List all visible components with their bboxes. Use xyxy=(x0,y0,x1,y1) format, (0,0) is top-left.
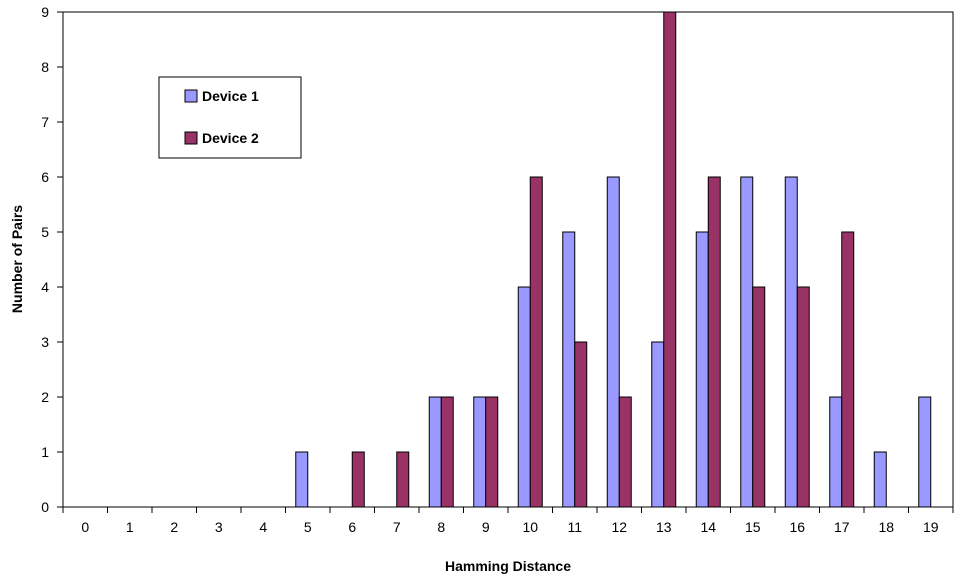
bar-series1-19 xyxy=(918,396,932,508)
x-tick-label: 16 xyxy=(789,519,805,535)
bar-series2-9 xyxy=(485,396,499,508)
x-tick-label: 17 xyxy=(834,519,850,535)
bar-series2-6 xyxy=(351,451,365,508)
x-tick-label: 7 xyxy=(393,519,401,535)
x-tick-label: 19 xyxy=(923,519,939,535)
bar-series1-15 xyxy=(740,176,754,508)
bar-series2-10 xyxy=(529,176,543,508)
bar-series2-12 xyxy=(618,396,632,508)
y-tick-label: 7 xyxy=(41,114,49,130)
bar-series2-11 xyxy=(574,341,588,508)
bar-series1-9 xyxy=(473,396,487,508)
bar-series1-16 xyxy=(784,176,798,508)
y-axis: 0 1 2 3 4 5 6 7 8 9 xyxy=(41,4,63,515)
x-tick-label: 9 xyxy=(482,519,490,535)
legend-entry: Device 1 xyxy=(202,88,259,104)
bar-series1-13 xyxy=(651,341,665,508)
bar-series1-14 xyxy=(695,231,709,508)
x-tick-label: 13 xyxy=(656,519,672,535)
x-tick-label: 15 xyxy=(745,519,761,535)
legend-box xyxy=(158,76,302,159)
x-tick-label: 11 xyxy=(567,519,582,535)
x-tick-label: 10 xyxy=(522,519,538,535)
y-tick-label: 6 xyxy=(41,169,49,185)
x-tick-label: 5 xyxy=(304,519,312,535)
bar-series2-7 xyxy=(396,451,410,508)
series-1 xyxy=(295,176,932,508)
x-tick-label: 4 xyxy=(259,519,267,535)
x-tick-label: 6 xyxy=(348,519,356,535)
bar-series2-14 xyxy=(707,176,721,508)
y-tick-label: 9 xyxy=(41,4,49,20)
x-axis-title: Hamming Distance xyxy=(445,558,571,574)
bar-series1-17 xyxy=(829,396,843,508)
bar-series1-8 xyxy=(428,396,442,508)
legend-swatch xyxy=(184,89,198,103)
x-tick-label: 0 xyxy=(81,519,89,535)
bar-series2-13 xyxy=(663,11,677,508)
x-tick-label: 18 xyxy=(878,519,894,535)
x-axis: 0 1 2 3 4 5 6 7 8 9 10 11 12 13 14 15 16 17 18 19 xyxy=(62,507,954,535)
legend: Device 1 Device 2 xyxy=(158,76,302,159)
series-2 xyxy=(351,11,855,508)
bar-series1-18 xyxy=(873,451,887,508)
bar-series1-10 xyxy=(517,286,531,508)
y-tick-label: 8 xyxy=(41,59,49,75)
y-tick-label: 4 xyxy=(41,279,49,295)
y-tick-label: 5 xyxy=(41,224,49,240)
bar-series1-11 xyxy=(562,231,576,508)
bar-series1-12 xyxy=(606,176,620,508)
bar-series1-5 xyxy=(295,451,309,508)
y-axis-title: Number of Pairs xyxy=(9,205,25,313)
y-tick-label: 2 xyxy=(41,389,49,405)
y-tick-label: 3 xyxy=(41,334,49,350)
legend-entry: Device 2 xyxy=(202,130,259,146)
x-tick-label: 14 xyxy=(700,519,716,535)
bar-series2-17 xyxy=(841,231,855,508)
x-tick-label: 1 xyxy=(126,519,134,535)
y-tick-label: 1 xyxy=(41,444,49,460)
x-tick-label: 12 xyxy=(611,519,627,535)
x-tick-label: 3 xyxy=(215,519,223,535)
bar-series2-8 xyxy=(440,396,454,508)
bar-series2-16 xyxy=(796,286,810,508)
x-tick-label: 2 xyxy=(170,519,178,535)
legend-swatch xyxy=(184,131,198,145)
x-tick-label: 8 xyxy=(437,519,445,535)
bar-series2-15 xyxy=(752,286,766,508)
y-tick-label: 0 xyxy=(41,499,49,515)
